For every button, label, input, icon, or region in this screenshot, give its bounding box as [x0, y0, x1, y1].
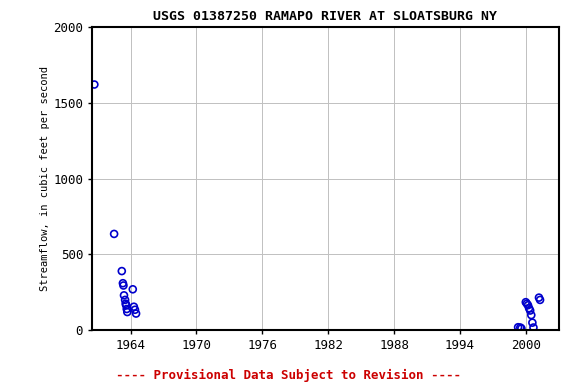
- Point: [521, 299, 530, 305]
- Point: [120, 297, 130, 303]
- Point: [536, 297, 545, 303]
- Point: [109, 231, 119, 237]
- Point: [117, 268, 126, 274]
- Point: [524, 302, 533, 308]
- Point: [529, 324, 538, 331]
- Point: [525, 308, 535, 314]
- Point: [526, 312, 536, 318]
- Point: [525, 305, 534, 311]
- Point: [119, 292, 128, 298]
- Point: [522, 301, 532, 307]
- Point: [121, 301, 130, 307]
- Point: [122, 306, 131, 312]
- Point: [528, 319, 537, 326]
- Point: [118, 280, 127, 286]
- Point: [516, 324, 525, 331]
- Point: [129, 304, 138, 310]
- Point: [122, 302, 131, 308]
- Point: [119, 282, 128, 288]
- Point: [128, 286, 138, 292]
- Point: [513, 324, 522, 330]
- Point: [535, 295, 544, 301]
- Title: USGS 01387250 RAMAPO RIVER AT SLOATSBURG NY: USGS 01387250 RAMAPO RIVER AT SLOATSBURG…: [153, 10, 498, 23]
- Point: [90, 81, 99, 88]
- Point: [130, 307, 139, 313]
- Point: [123, 309, 132, 315]
- Point: [517, 325, 526, 331]
- Point: [131, 311, 141, 317]
- Y-axis label: Streamflow, in cubic feet per second: Streamflow, in cubic feet per second: [40, 66, 50, 291]
- Text: ---- Provisional Data Subject to Revision ----: ---- Provisional Data Subject to Revisio…: [116, 369, 460, 382]
